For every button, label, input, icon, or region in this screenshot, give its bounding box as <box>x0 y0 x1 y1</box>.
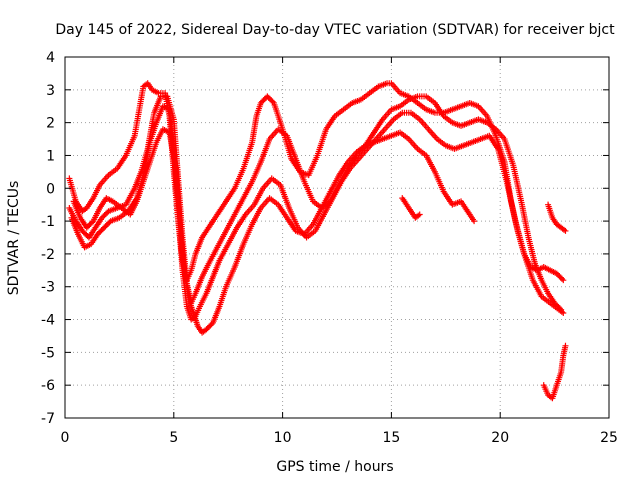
x-tick-label: 0 <box>61 430 70 446</box>
data-point <box>82 230 89 237</box>
data-marks <box>66 80 569 402</box>
data-point <box>261 96 268 103</box>
data-point <box>560 309 567 316</box>
series-track-6 <box>545 201 569 234</box>
data-point <box>94 231 101 238</box>
y-tick-label: -5 <box>41 345 55 361</box>
data-point <box>104 209 111 216</box>
y-tick-label: 2 <box>46 116 55 132</box>
y-tick-label: -1 <box>41 214 55 230</box>
data-point <box>105 220 112 227</box>
data-point <box>87 220 94 227</box>
data-point <box>207 322 214 329</box>
x-tick-label: 20 <box>491 430 509 446</box>
data-point <box>100 213 107 220</box>
chart-title: Day 145 of 2022, Sidereal Day-to-day VTE… <box>55 22 615 38</box>
y-tick-label: 3 <box>46 83 55 99</box>
x-tick-label: 25 <box>600 430 618 446</box>
data-point <box>101 224 108 231</box>
data-point <box>266 96 273 103</box>
data-point <box>558 275 565 282</box>
data-point <box>416 211 423 218</box>
y-tick-label: 4 <box>46 50 55 66</box>
data-point <box>83 231 90 238</box>
data-point <box>80 229 87 236</box>
data-point <box>85 223 92 230</box>
data-point <box>553 270 560 277</box>
x-tick-label: 15 <box>382 430 400 446</box>
y-tick-label: -3 <box>41 280 55 296</box>
data-point <box>562 227 569 234</box>
series-track-2 <box>66 93 565 313</box>
data-point <box>106 219 113 226</box>
plot-frame <box>64 56 610 419</box>
data-point <box>555 271 562 278</box>
data-point <box>257 99 264 106</box>
data-point <box>83 224 90 231</box>
series-track-4 <box>70 126 478 336</box>
data-point <box>102 210 109 217</box>
data-point <box>206 323 213 330</box>
y-tick-label: 1 <box>46 148 55 164</box>
data-point <box>79 227 86 234</box>
data-point <box>260 97 267 104</box>
y-tick-label: -6 <box>41 378 55 394</box>
y-tick-label: -2 <box>41 247 55 263</box>
data-point <box>208 321 215 328</box>
data-point <box>203 326 210 333</box>
data-point <box>98 227 105 234</box>
y-axis-label: SDTVAR / TECUs <box>6 181 22 296</box>
data-point <box>264 93 271 100</box>
data-point <box>556 273 563 280</box>
data-point <box>557 274 564 281</box>
series-track-5 <box>540 342 569 402</box>
x-axis-label: GPS time / hours <box>276 459 393 475</box>
data-point <box>560 277 567 284</box>
data-point <box>471 218 478 225</box>
axis-ticks: 0 5 10 15 20 25 -7 -6 -5 -4 -3 -2 -1 0 1 2 3 4 <box>41 50 618 446</box>
data-point <box>268 97 275 104</box>
y-tick-label: -4 <box>41 313 55 329</box>
data-point <box>562 342 569 349</box>
x-tick-label: 5 <box>169 430 178 446</box>
data-point <box>101 212 108 219</box>
x-tick-label: 10 <box>274 430 292 446</box>
data-point <box>204 325 211 332</box>
data-point <box>102 223 109 230</box>
data-point <box>99 225 106 232</box>
series-track-7 <box>399 195 423 221</box>
data-point <box>97 228 104 235</box>
y-tick-label: -7 <box>41 411 55 427</box>
data-point <box>103 222 110 229</box>
data-point <box>86 222 93 229</box>
data-point <box>98 214 105 221</box>
data-point <box>95 229 102 236</box>
y-tick-label: 0 <box>46 181 55 197</box>
data-point <box>269 98 276 105</box>
data-point <box>88 219 95 226</box>
data-point <box>259 98 266 105</box>
data-point <box>265 94 272 101</box>
